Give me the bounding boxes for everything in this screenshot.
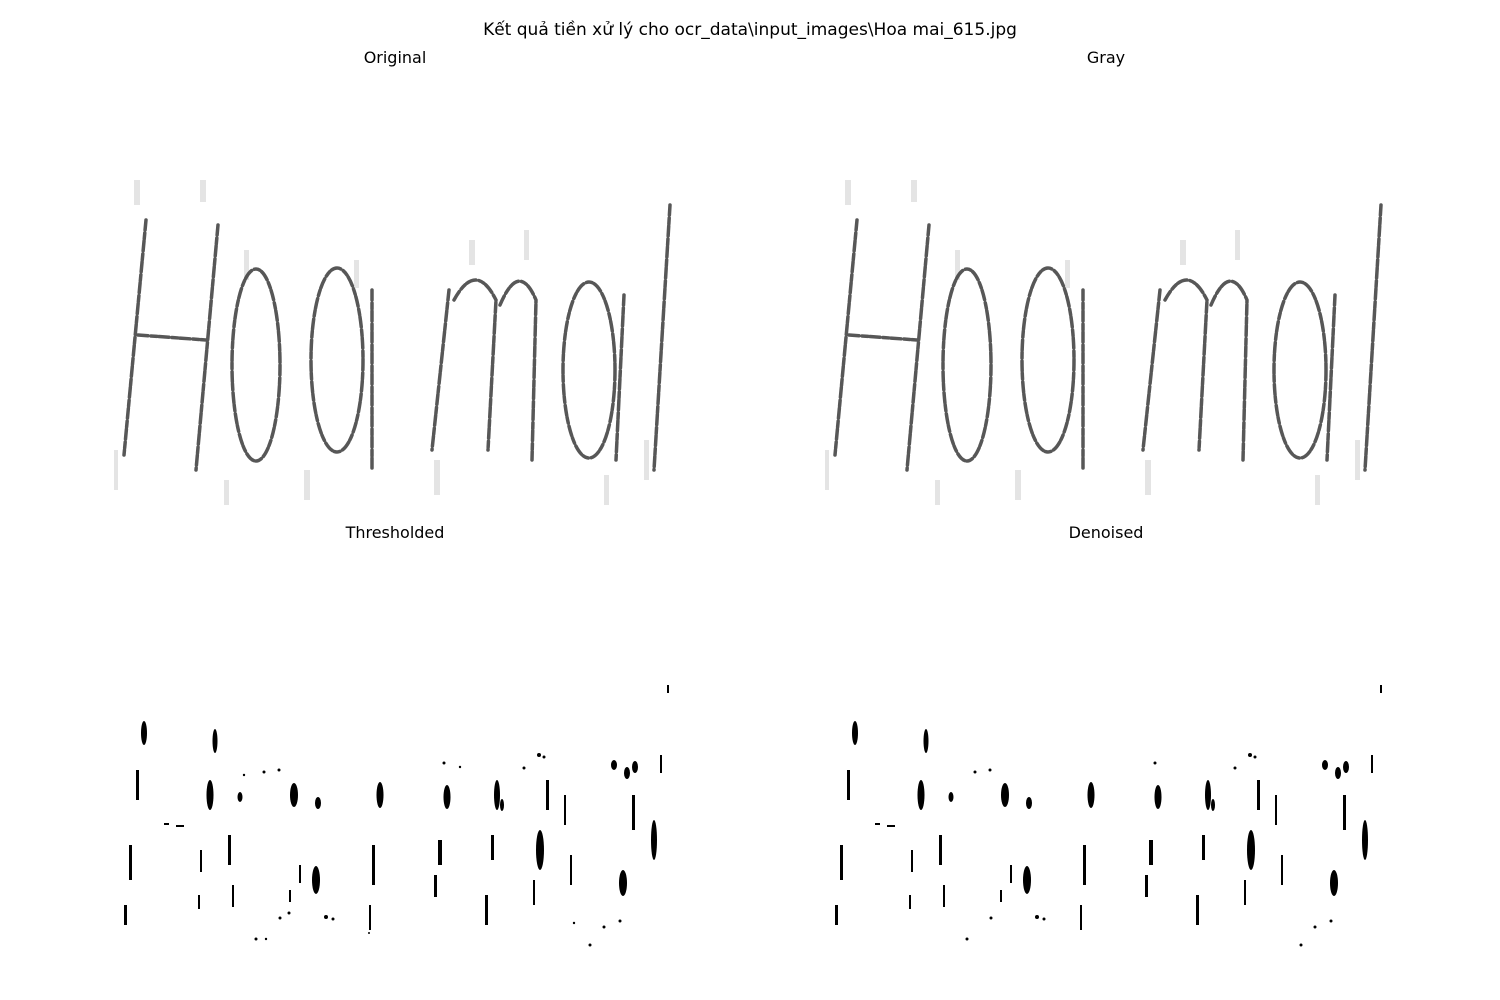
- denoised-image: [815, 655, 1385, 985]
- denoised-image-canvas: [835, 685, 1382, 947]
- panel-title-gray: Gray: [1086, 48, 1126, 67]
- background-noise: [825, 180, 1360, 505]
- gray-image-canvas: [825, 180, 1383, 505]
- original-image-canvas: [114, 180, 672, 505]
- binary-fragments: [124, 685, 669, 947]
- binary-fragments: [835, 685, 1382, 947]
- thresholded-image-canvas: [124, 685, 669, 947]
- handwritten-word: [122, 203, 672, 472]
- panel-title-denoised: Denoised: [1068, 523, 1144, 542]
- thresholded-image: [104, 655, 674, 985]
- gray-image: [815, 180, 1385, 510]
- original-image: [104, 180, 674, 510]
- figure-title: Kết quả tiền xử lý cho ocr_data\input_im…: [483, 20, 1017, 40]
- panel-title-original: Original: [363, 48, 427, 67]
- handwritten-word: [833, 203, 1383, 472]
- panel-title-thresholded: Thresholded: [345, 523, 445, 542]
- background-noise: [114, 180, 649, 505]
